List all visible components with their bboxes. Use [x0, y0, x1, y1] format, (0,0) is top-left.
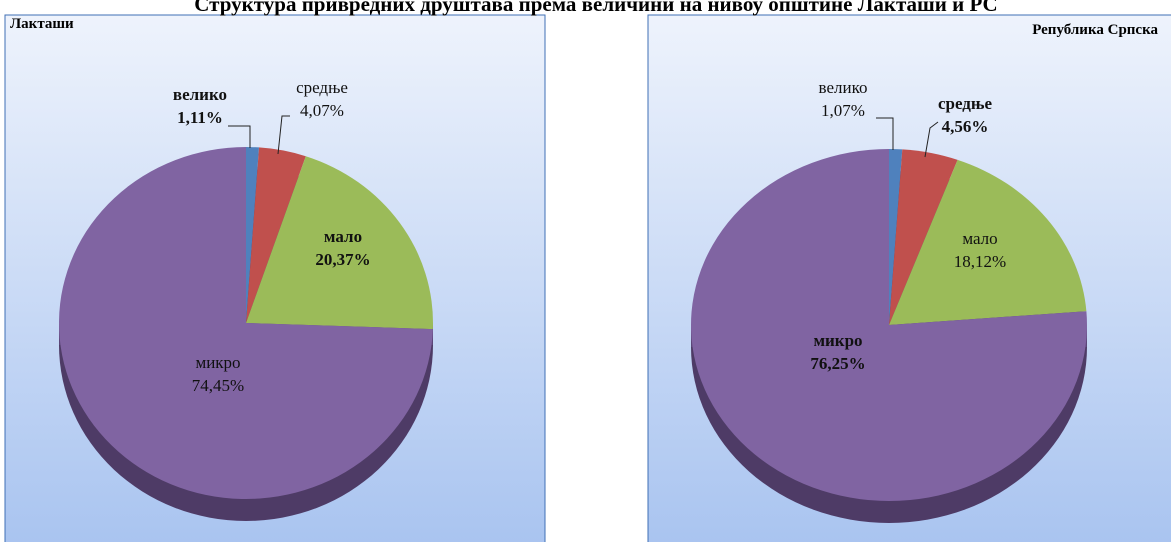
- slice-label: велико: [173, 85, 227, 104]
- slice-label: велико: [819, 78, 868, 97]
- value-label: 76,25%: [810, 354, 865, 373]
- pie-slice: [58, 147, 433, 499]
- slice-label: мало: [324, 227, 362, 246]
- chart-title: Република Српска: [1032, 22, 1158, 38]
- leader-line: [277, 115, 290, 155]
- slice-label: средње: [296, 78, 348, 97]
- value-label: 18,12%: [954, 252, 1006, 271]
- pie-slice: [246, 147, 260, 323]
- pie-slice: [246, 156, 433, 330]
- pie-slice: [889, 159, 1087, 325]
- slice-label: мало: [962, 229, 997, 248]
- pie-slice: [246, 147, 306, 323]
- leader-line: [876, 117, 894, 150]
- value-label: 4,07%: [300, 101, 344, 120]
- value-label: 4,56%: [942, 117, 989, 136]
- value-label: 1,07%: [821, 101, 865, 120]
- slice-label: средње: [938, 94, 992, 113]
- leader-line: [228, 125, 251, 148]
- value-label: 20,37%: [315, 250, 370, 269]
- value-label: 74,45%: [192, 376, 244, 395]
- page-title: Структура привредних друштава према вели…: [194, 0, 997, 16]
- value-label: 1,11%: [177, 108, 223, 127]
- leader-line: [924, 121, 939, 158]
- chart-title: Лакташи: [10, 16, 74, 32]
- pie-slice: [690, 149, 1087, 502]
- slice-label: микро: [195, 353, 240, 372]
- pie-slice: [889, 149, 958, 325]
- slice-label: микро: [813, 331, 862, 350]
- pie-slice: [889, 149, 903, 325]
